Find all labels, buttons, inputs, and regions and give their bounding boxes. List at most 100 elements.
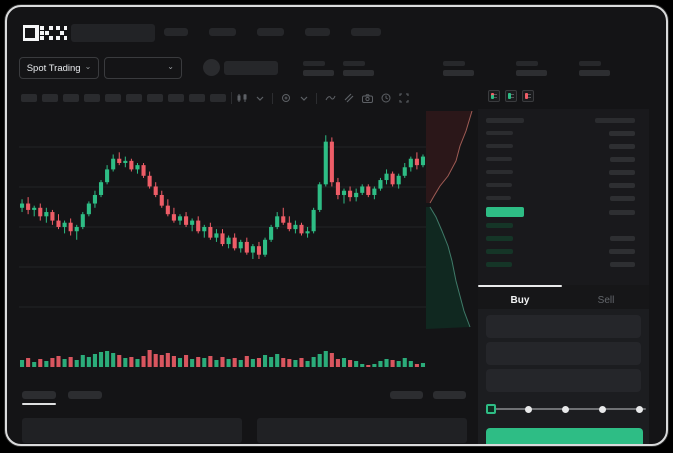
candle-body: [238, 241, 243, 249]
orderbook-both-icon[interactable]: [488, 90, 500, 102]
slider-stop-3[interactable]: [598, 405, 606, 413]
interval-button-5[interactable]: [105, 94, 121, 102]
interval-button-10[interactable]: [210, 94, 226, 102]
indicator-icon[interactable]: [281, 93, 292, 103]
slider-stop-2[interactable]: [561, 405, 569, 413]
candle-body: [390, 173, 395, 185]
fullscreen-icon[interactable]: [399, 93, 409, 103]
candle-body: [420, 156, 426, 166]
volume-bar: [68, 357, 73, 367]
bottom-control-2[interactable]: [433, 391, 466, 399]
candle-body: [98, 182, 104, 195]
chevron-down-icon: ⌄: [167, 62, 174, 71]
ask-amount: [610, 157, 635, 162]
volume-bar: [281, 358, 286, 367]
candle-body: [378, 180, 383, 189]
slider-track[interactable]: [491, 408, 646, 410]
interval-button-6[interactable]: [126, 94, 142, 102]
candle-body: [135, 165, 140, 170]
interval-button-8[interactable]: [168, 94, 184, 102]
candle-body: [196, 220, 201, 232]
slider-stop-4[interactable]: [635, 405, 643, 413]
candles-icon[interactable]: [237, 93, 248, 103]
candle-body: [408, 158, 413, 168]
volume-bar: [341, 358, 347, 367]
volume-bar: [420, 363, 426, 367]
search-input[interactable]: [71, 24, 155, 42]
ask-amount: [609, 170, 635, 175]
volume-bar: [111, 353, 116, 367]
bottom-active-tab-indicator: [22, 403, 56, 405]
bottom-control-1[interactable]: [390, 391, 423, 399]
price-input[interactable]: [486, 315, 641, 338]
orderbook-view-toggles: [488, 90, 534, 102]
volume-bar: [354, 361, 359, 367]
parallel-lines-icon[interactable]: [344, 93, 354, 103]
candle-body: [159, 194, 164, 206]
volume-bar: [360, 364, 365, 367]
interval-button-1[interactable]: [21, 94, 37, 102]
history-icon[interactable]: [381, 93, 391, 103]
volume-bar: [141, 356, 146, 367]
pair-name-placeholder[interactable]: [224, 61, 278, 75]
volume-bar: [262, 355, 268, 367]
slider-stop-1[interactable]: [524, 405, 532, 413]
market-type-selector[interactable]: Spot Trading ⌄: [19, 57, 99, 79]
interval-button-7[interactable]: [147, 94, 163, 102]
camera-icon[interactable]: [362, 93, 373, 103]
volume-bar: [269, 357, 274, 367]
candle-body: [105, 169, 110, 183]
total-input[interactable]: [486, 369, 641, 392]
volume-bar: [44, 361, 49, 367]
interval-button-9[interactable]: [189, 94, 205, 102]
ask-amount: [609, 144, 635, 149]
stat-value-2: [343, 70, 374, 76]
volume-bar: [165, 353, 170, 367]
candle-body: [92, 194, 97, 204]
volume-bar: [287, 359, 292, 367]
orderbook-sells-icon[interactable]: [522, 90, 534, 102]
volume-bar: [202, 358, 207, 367]
volume-bar: [123, 358, 128, 367]
candle-body: [147, 175, 152, 187]
interval-button-3[interactable]: [63, 94, 79, 102]
interval-button-2[interactable]: [42, 94, 58, 102]
volume-bar: [244, 356, 249, 367]
volume-bar: [117, 355, 122, 367]
tab-buy[interactable]: Buy: [478, 290, 562, 308]
candle-body: [190, 220, 195, 225]
pair-selector[interactable]: ⌄: [104, 57, 182, 79]
amount-input[interactable]: [486, 342, 641, 365]
orderbook-header-amount: [595, 118, 635, 123]
nav-item-3[interactable]: [257, 28, 284, 36]
line-tool-icon[interactable]: [325, 94, 336, 102]
bottom-tab-history[interactable]: [68, 391, 102, 399]
nav-item-2[interactable]: [209, 28, 236, 36]
tab-sell[interactable]: Sell: [564, 290, 648, 308]
candle-body: [202, 226, 207, 232]
chevron-down-icon[interactable]: [300, 94, 308, 102]
okx-logo[interactable]: [21, 24, 67, 42]
volume-bar: [98, 352, 104, 367]
volume-bar: [232, 358, 237, 367]
bottom-tab-orders[interactable]: [22, 391, 56, 399]
amount-slider[interactable]: [486, 403, 656, 415]
nav-item-1[interactable]: [164, 28, 188, 36]
interval-button-4[interactable]: [84, 94, 100, 102]
buy-submit-button[interactable]: [486, 428, 643, 444]
candle-body: [20, 203, 25, 208]
volume-bar: [190, 359, 195, 367]
nav-item-5[interactable]: [351, 28, 381, 36]
candlestick-chart[interactable]: [19, 109, 426, 331]
nav-item-4[interactable]: [305, 28, 330, 36]
chevron-down-icon[interactable]: [256, 94, 264, 102]
slider-handle[interactable]: [486, 404, 496, 414]
volume-bar: [299, 358, 304, 367]
candle-body: [171, 214, 176, 221]
volume-bar: [402, 358, 407, 367]
chart-tools: [237, 91, 409, 105]
volume-bar: [159, 355, 164, 367]
orderbook-panel: [478, 109, 649, 285]
volume-bar: [92, 354, 97, 367]
orderbook-buys-icon[interactable]: [505, 90, 517, 102]
